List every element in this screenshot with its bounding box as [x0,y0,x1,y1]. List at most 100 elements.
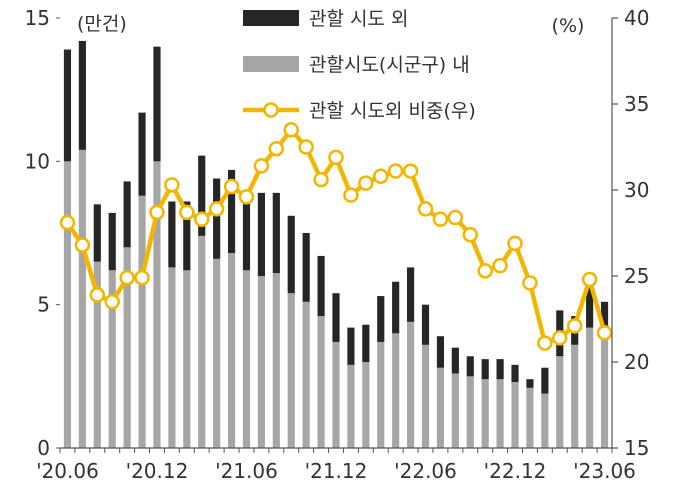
bar-inside-2022-09 [466,376,474,448]
bar-inside-2020-07 [78,149,86,448]
right-axis-unit: (%) [552,15,585,37]
share-point-2023-06 [596,325,613,341]
bar-outside-2022-04 [392,281,400,334]
bar-outside-2020-07 [78,40,86,150]
share-point-2022-01 [343,187,359,203]
x-tick-label: '20.06 [36,459,99,483]
share-point-2021-11 [313,171,329,188]
bar-outside-2020-09 [108,212,116,271]
share-point-2022-03 [373,168,389,184]
share-point-2022-10 [477,263,493,279]
bar-outside-2020-12 [153,46,161,162]
legend-label-outside: 관할 시도 외 [309,8,408,30]
bar-inside-2020-12 [153,161,161,449]
left-tick-label: 0 [37,436,50,460]
bar-outside-2021-12 [332,293,340,342]
bar-outside-2022-09 [466,356,474,377]
bar-inside-2022-05 [407,321,415,448]
bar-inside-2021-01 [168,267,176,448]
bar-inside-2020-08 [93,261,101,448]
share-point-2020-07 [74,237,91,253]
x-tick-label: '21.06 [215,459,278,483]
bar-outside-2022-03 [377,296,385,342]
bar-inside-2022-11 [496,379,504,448]
share-point-2021-03 [193,211,210,227]
bar-outside-2022-12 [511,364,519,383]
share-point-2023-04 [566,318,583,334]
legend-label-share: 관할 시도외 비중(우) [309,100,476,122]
legend-swatch-inside [243,56,299,72]
left-tick-label: 5 [37,293,50,317]
bar-outside-2020-10 [123,181,131,248]
bar-inside-2021-11 [317,316,325,448]
bar-outside-2022-11 [496,359,504,380]
share-point-2021-04 [208,201,225,217]
bar-inside-2020-09 [108,270,116,448]
legend-label-inside: 관할시도(시군구) 내 [309,54,470,76]
bar-inside-2021-05 [227,253,236,448]
left-tick-label: 10 [25,149,50,173]
bar-inside-2020-06 [63,161,72,449]
bar-outside-2021-01 [168,201,176,268]
share-point-2022-09 [462,226,479,243]
x-tick-label: '23.06 [573,459,636,483]
share-point-2020-06 [59,214,76,231]
bar-inside-2021-03 [198,235,206,448]
right-tick-label: 35 [624,92,649,116]
share-point-2021-08 [268,140,285,157]
bar-inside-2022-08 [451,373,459,448]
right-tick-label: 20 [624,350,649,374]
x-tick-label: '22.06 [394,459,457,483]
bar-outside-2022-01 [347,327,355,365]
bar-outside-2022-06 [421,304,430,345]
share-point-2022-07 [432,211,449,227]
share-point-2020-08 [89,287,106,303]
bar-inside-2023-01 [526,387,534,448]
bar-inside-2022-12 [511,382,519,448]
bar-inside-2021-10 [302,301,310,448]
bar-outside-2023-02 [541,367,549,394]
right-tick-label: 15 [624,436,649,460]
bar-inside-2022-01 [347,364,355,448]
bar-outside-2022-07 [436,336,445,368]
bar-outside-2021-07 [257,192,265,276]
share-point-2022-06 [417,201,434,217]
legend-swatch-share-point [263,102,279,118]
bar-outside-2021-03 [198,155,206,236]
share-point-2021-05 [223,178,240,195]
bar-inside-2021-08 [272,273,280,448]
bar-outside-2020-08 [93,204,101,262]
share-point-2022-11 [492,257,508,274]
bar-outside-2020-06 [63,49,72,162]
bar-inside-2020-10 [123,247,131,448]
share-point-2020-10 [119,269,135,286]
left-tick-label: 15 [25,6,50,30]
share-point-2023-01 [522,275,538,291]
bar-inside-2023-05 [586,327,594,448]
share-point-2022-04 [387,163,404,179]
bar-inside-2023-04 [571,344,579,448]
bar-inside-2022-04 [392,333,400,448]
bar-inside-2021-12 [332,341,340,448]
right-tick-label: 25 [624,264,649,288]
share-point-2021-07 [253,158,270,174]
share-point-2021-02 [179,204,195,221]
share-point-2021-10 [298,139,314,155]
bar-outside-2021-05 [227,169,236,254]
bar-inside-2022-10 [481,379,489,448]
legend-swatch-outside [243,10,299,26]
bar-outside-2021-04 [213,178,221,259]
share-point-2020-09 [104,294,120,310]
share-point-2023-03 [552,330,568,346]
bar-outside-2021-08 [272,192,280,274]
bar-inside-2022-02 [362,362,370,448]
bar-outside-2022-10 [481,359,489,380]
axes-layer: 0 5 10 15 15 20 25 30 35 40 '20.06 '20.12 '21.06 '21.… [25,6,650,483]
right-tick-label: 30 [624,178,649,202]
bar-inside-2021-06 [242,270,251,448]
bar-inside-2021-07 [257,276,265,448]
bar-outside-2022-05 [407,267,415,322]
right-tick-label: 40 [624,6,649,30]
